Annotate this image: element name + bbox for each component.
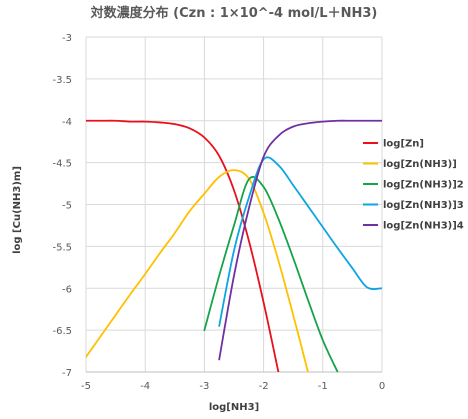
y-tick-label: -3.5: [52, 75, 72, 86]
legend-label: log[Zn(NH3)]4: [383, 221, 464, 232]
y-tick-label: -4.5: [52, 159, 72, 170]
legend-label: log[Zn(NH3)]2: [383, 180, 464, 191]
series-lines: [86, 119, 382, 372]
y-tick-label: -6: [62, 284, 72, 295]
x-tick-label: -2: [259, 381, 269, 392]
x-tick-label: -3: [199, 381, 209, 392]
legend-label: log[Zn(NH3)]3: [383, 200, 464, 211]
x-tick-label: -4: [140, 381, 150, 392]
y-tick-label: -3: [62, 33, 72, 44]
legend: log[Zn] log[Zn(NH3)] log[Zn(NH3)]2 log[Zn(N…: [363, 139, 464, 232]
x-tick-label: -1: [318, 381, 328, 392]
x-tick-label: -5: [81, 381, 91, 392]
tick-labels: -5 -4 -3 -2 -1 0 -3 -3.5 -4 -4.5 -5 -5.5 -6 -6.5 -7: [52, 33, 385, 392]
series-line-2: [203, 176, 339, 372]
series-line-3: [218, 156, 382, 327]
chart-title: 対数濃度分布 (Czn : 1×10^-4 mol/L＋NH3): [90, 5, 378, 21]
y-tick-label: -6.5: [52, 326, 72, 337]
y-tick-label: -5: [62, 201, 72, 212]
series-line-1: [86, 169, 309, 372]
x-tick-label: 0: [379, 381, 385, 392]
series-line-4: [218, 119, 382, 361]
legend-label: log[Zn]: [383, 139, 424, 150]
y-tick-label: -7: [62, 368, 72, 379]
y-axis-label: log [Cu(NH3)m]: [12, 166, 23, 254]
x-axis-label: log[NH3]: [209, 402, 259, 413]
legend-label: log[Zn(NH3)]: [383, 159, 457, 170]
series-line-0: [86, 119, 280, 372]
y-tick-label: -4: [62, 117, 72, 128]
y-tick-label: -5.5: [52, 242, 72, 253]
